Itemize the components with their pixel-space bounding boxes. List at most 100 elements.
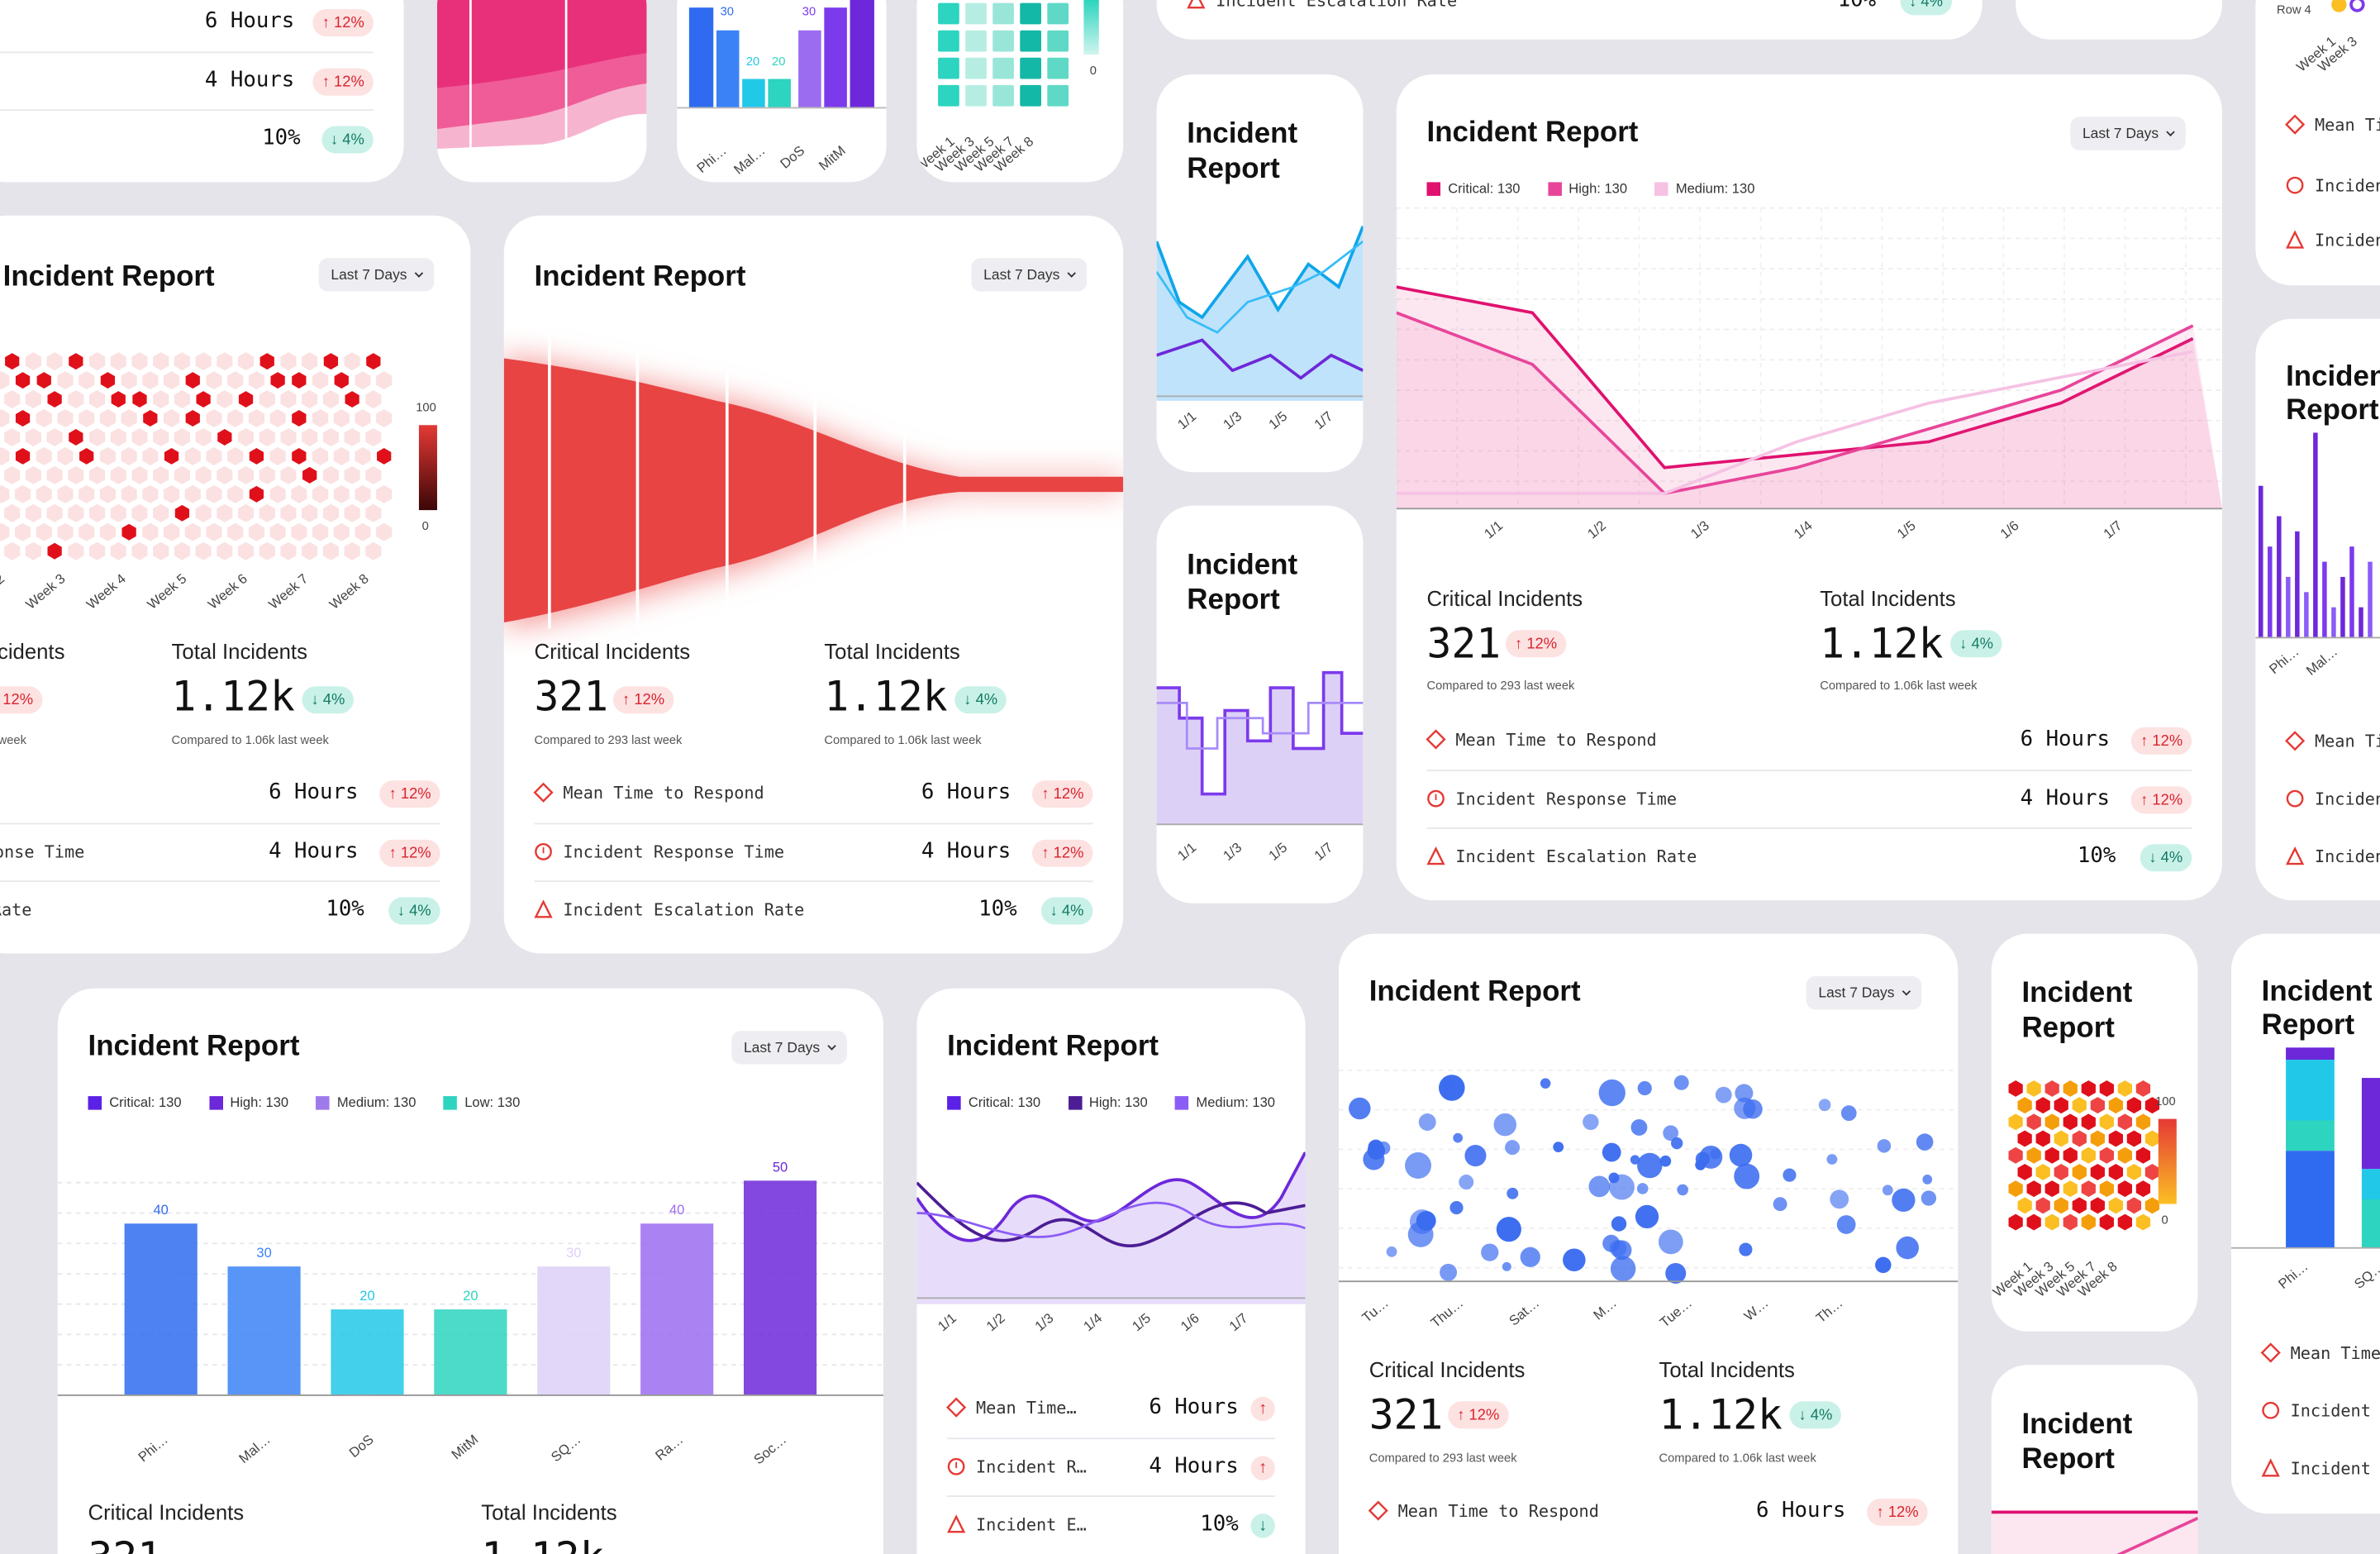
- bubble: [1405, 1152, 1432, 1180]
- date-range-dropdown[interactable]: Last 7 Days: [2070, 117, 2187, 150]
- date-range-dropdown[interactable]: Last 7 Days: [318, 258, 435, 292]
- bar-value-label: 30: [256, 1245, 271, 1261]
- hex-cell: [120, 522, 138, 542]
- hex-cell: [2143, 1095, 2161, 1116]
- total-compare-text: Compared to 1.06k last week: [1659, 1451, 1816, 1466]
- hex-cell: [2006, 1179, 2025, 1199]
- diamond-alert-icon: [533, 782, 554, 803]
- sankey-mini-card: [436, 0, 647, 183]
- hex-cell: [2052, 1128, 2070, 1149]
- date-range-dropdown[interactable]: Last 7 Days: [971, 258, 1088, 292]
- hex-cell: [344, 465, 360, 484]
- hex-cell: [2061, 1212, 2079, 1232]
- grid-cell: [1020, 30, 1041, 52]
- hex-cell: [2116, 1112, 2134, 1132]
- hex-cell: [4, 541, 21, 560]
- bubble: [1441, 1080, 1453, 1091]
- mttr-change-badge: ↑ 12%: [2131, 727, 2192, 755]
- hex-cell: [2088, 1128, 2106, 1149]
- hex-cell: [163, 484, 180, 503]
- hex-cell: [259, 541, 275, 560]
- grid-cell: [965, 57, 987, 79]
- hex-cell: [35, 370, 53, 391]
- hex-cell: [321, 351, 340, 372]
- bubble: [1459, 1175, 1474, 1190]
- hex-cell: [2070, 1128, 2088, 1149]
- hex-cell: [88, 427, 106, 446]
- hex-cell: [110, 503, 126, 522]
- hex-cell: [68, 541, 84, 560]
- hex-cell: [2006, 1112, 2025, 1132]
- hex-cell: [2006, 1078, 2025, 1099]
- hex-cell: [141, 408, 159, 429]
- hex-cell: [14, 370, 32, 391]
- card-title: Incident Report: [534, 260, 746, 293]
- tick-label: MitM: [447, 1432, 481, 1463]
- hex-cell: [2125, 1128, 2143, 1149]
- chevron-down-icon: [1902, 986, 1911, 995]
- date-range-dropdown[interactable]: Last 7 Days: [731, 1031, 848, 1065]
- hex-cell: [248, 522, 264, 541]
- date-range-dropdown[interactable]: Last 7 Days: [1806, 975, 1922, 1010]
- tick-label: SQ…: [2351, 1258, 2380, 1292]
- hex-cell: [2106, 1128, 2125, 1149]
- line-chart: [1396, 207, 2222, 510]
- esc-value: 10%: [2077, 844, 2116, 869]
- hex-cell: [2134, 1179, 2152, 1199]
- hex-cell: [2134, 1078, 2152, 1099]
- mini-step-report-card: Incident Report 1/1 1/3 1/5 1/7: [1156, 505, 1364, 903]
- hex-cell: [46, 503, 63, 522]
- hex-cell: [3, 351, 21, 372]
- grid-cell: [965, 30, 987, 52]
- bar-report-card: Incident Report Last 7 Days Critical: 13…: [57, 988, 883, 1554]
- hex-cell: [290, 370, 308, 391]
- hex-cell: [46, 465, 63, 484]
- esc-value: 10%: [1200, 1512, 1239, 1537]
- grid-cell: [992, 2, 1014, 25]
- hex-cell: [259, 465, 275, 484]
- hex-cell: [280, 390, 297, 409]
- hex-cell: [2088, 1161, 2106, 1183]
- bubble-report-card: Incident Report Last 7 Days Tu… Thu… Sat…: [1338, 933, 1959, 1554]
- legend-medium: Medium: 130: [316, 1094, 416, 1110]
- hex-cell: [217, 465, 233, 484]
- hex-cell: [376, 522, 393, 541]
- hex-cell: [280, 427, 297, 446]
- bubble: [1922, 1175, 1933, 1185]
- hex-cell: [322, 541, 339, 560]
- total-incidents-value: 1.12k: [171, 674, 295, 722]
- hex-cell: [2043, 1212, 2061, 1232]
- grid-cell: [965, 2, 987, 25]
- bubble: [1671, 1137, 1683, 1150]
- irt-value: 4 Hours: [921, 839, 1011, 865]
- bubble: [1665, 1262, 1687, 1284]
- hex-cell: [153, 427, 169, 446]
- hex-cell: [291, 484, 307, 503]
- hex-cell: [153, 503, 169, 522]
- hex-cell: [110, 352, 126, 371]
- tick-label: 1/3: [1221, 839, 1245, 864]
- hex-cell: [174, 465, 190, 484]
- chevron-down-icon: [2166, 126, 2175, 136]
- hex-cell: [227, 371, 244, 390]
- hex-cell: [343, 388, 361, 410]
- bubble: [1563, 1248, 1586, 1272]
- hex-cell: [2079, 1078, 2097, 1099]
- hex-cell: [206, 484, 222, 503]
- tick-label: Week 2: [0, 570, 7, 613]
- bubble: [1609, 1240, 1627, 1257]
- tick-label: 1/1: [1175, 839, 1200, 864]
- grid-cell: [938, 84, 959, 107]
- hex-cell: [2006, 1145, 2025, 1166]
- total-incidents-label: Total Incidents: [171, 639, 307, 664]
- grid-cell: [1047, 84, 1069, 107]
- hex-cell: [4, 390, 21, 409]
- small-card-top: [2016, 0, 2222, 40]
- tick-label: 1/5: [1266, 408, 1291, 432]
- chart-legend: Critical: 130 High: 130 Medium: 130 Low:…: [88, 1094, 521, 1110]
- legend-high: High: 130: [1068, 1094, 1148, 1110]
- hex-cell: [333, 408, 350, 428]
- hex-cell: [68, 465, 84, 484]
- heat-scale-max: 100: [2155, 1094, 2176, 1108]
- mttr-label-cut: Mean Time…: [2285, 114, 2380, 135]
